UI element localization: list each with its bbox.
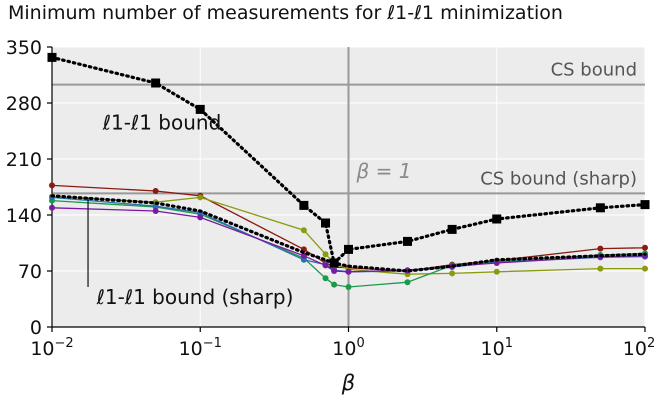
y-tick-label: 280 bbox=[6, 93, 42, 115]
x-tick-label: 10−2 bbox=[30, 336, 73, 360]
data-point bbox=[492, 214, 502, 224]
data-point bbox=[493, 260, 500, 266]
x-tick-label: 10−1 bbox=[179, 336, 222, 360]
data-point bbox=[597, 245, 604, 252]
x-tick-label: 101 bbox=[481, 336, 513, 360]
data-point bbox=[49, 182, 55, 189]
y-tick-label: 140 bbox=[6, 205, 42, 227]
data-point bbox=[447, 224, 457, 234]
data-point bbox=[642, 265, 648, 272]
data-point bbox=[197, 194, 204, 201]
data-point bbox=[197, 214, 204, 221]
data-point bbox=[404, 279, 411, 286]
x-tick-label: 102 bbox=[623, 336, 655, 360]
y-tick-label: 0 bbox=[30, 317, 42, 339]
y-tick-label: 70 bbox=[18, 261, 42, 283]
series-line bbox=[51, 207, 646, 273]
data-point bbox=[345, 284, 352, 290]
series-line bbox=[51, 195, 645, 275]
data-point bbox=[597, 265, 604, 272]
data-point bbox=[344, 244, 353, 254]
series-line bbox=[50, 55, 647, 267]
data-point bbox=[345, 268, 352, 275]
data-point bbox=[331, 268, 338, 274]
data-point bbox=[299, 200, 309, 210]
data-point bbox=[331, 281, 338, 288]
data-point bbox=[300, 252, 307, 259]
data-point bbox=[152, 208, 159, 214]
annotation-label: ℓ1-ℓ1 bound (sharp) bbox=[96, 285, 294, 309]
data-point bbox=[449, 270, 456, 277]
data-point bbox=[321, 218, 331, 228]
data-point bbox=[493, 268, 500, 275]
data-point bbox=[195, 104, 205, 114]
data-point bbox=[402, 236, 412, 246]
y-tick-label: 210 bbox=[6, 149, 42, 171]
data-point bbox=[595, 203, 605, 213]
data-point bbox=[300, 227, 307, 234]
data-point bbox=[47, 52, 57, 62]
x-tick-label: 100 bbox=[332, 336, 364, 360]
x-axis-label: β bbox=[341, 371, 355, 395]
data-point bbox=[322, 275, 329, 282]
reference-line-label: CS bound (sharp) bbox=[480, 168, 637, 189]
reference-line-label: CS bound bbox=[551, 60, 637, 81]
y-tick-label: 350 bbox=[6, 37, 42, 59]
data-point bbox=[151, 78, 161, 88]
chart-title: Minimum number of measurements for ℓ1-ℓ1… bbox=[8, 2, 563, 24]
series-line bbox=[50, 194, 647, 273]
annotation-label: ℓ1-ℓ1 bound bbox=[102, 110, 222, 134]
data-point bbox=[322, 262, 329, 269]
beta-line-label: β = 1 bbox=[356, 159, 412, 183]
data-point bbox=[640, 200, 650, 210]
data-point bbox=[152, 188, 159, 194]
data-point bbox=[642, 244, 648, 251]
data-point bbox=[322, 251, 329, 258]
data-point bbox=[49, 204, 55, 211]
